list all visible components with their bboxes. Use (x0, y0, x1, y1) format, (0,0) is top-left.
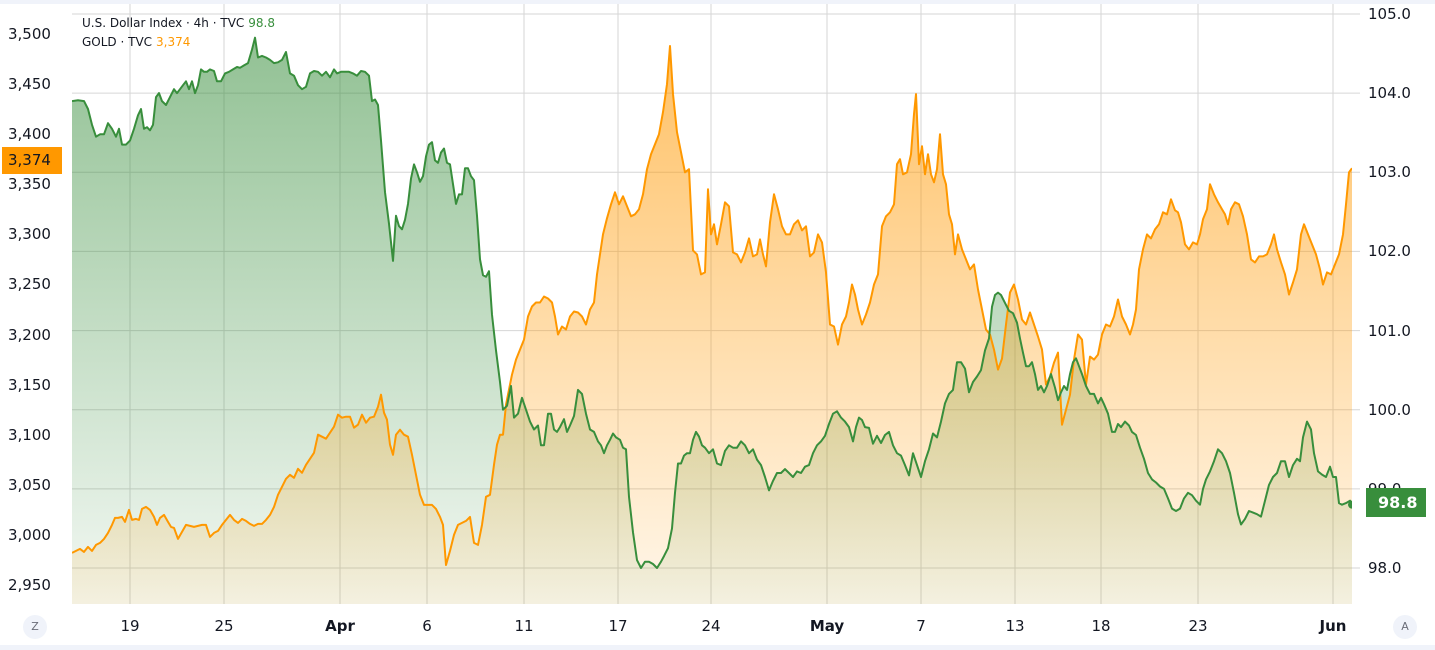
time-axis-tick-label: 11 (514, 617, 534, 635)
left-axis-tick-label: 3,050 (8, 475, 51, 494)
left-axis-tick-label: 3,350 (8, 175, 51, 194)
time-axis-tick-label: Apr (325, 617, 355, 635)
dxy-price-badge: 98.8 (1366, 488, 1426, 517)
right-axis-tick-label: 104.0 (1368, 84, 1411, 103)
legend-dxy-value: 98.8 (248, 16, 275, 30)
right-axis-tick-label: 102.0 (1368, 242, 1411, 261)
top-border (0, 0, 1435, 4)
legend-dxy[interactable]: U.S. Dollar Index · 4h · TVC 98.8 (82, 14, 275, 33)
time-axis-tick-label: Jun (1319, 617, 1347, 635)
time-axis-tick-label: 7 (916, 617, 926, 635)
time-axis-tick-label: 6 (422, 617, 432, 635)
left-axis-tick-label: 3,250 (8, 275, 51, 294)
time-axis-tick-label: 17 (608, 617, 628, 635)
right-axis-tick-label: 101.0 (1368, 321, 1411, 340)
time-axis-tick-label: May (809, 617, 845, 635)
scale-mode-left-button[interactable]: Z (23, 615, 47, 639)
bottom-border (0, 645, 1435, 650)
auto-scale-button[interactable]: A (1393, 615, 1417, 639)
left-axis-tick-label: 3,500 (8, 25, 51, 43)
gold-price-badge: 3,374 (2, 147, 62, 174)
right-axis-tick-label: 98.0 (1368, 559, 1402, 577)
left-axis-tick-label: 3,400 (8, 125, 51, 144)
legend-gold-value: 3,374 (156, 35, 191, 49)
legend-gold[interactable]: GOLD · TVC 3,374 (82, 33, 275, 52)
left-axis-tick-label: 2,950 (8, 576, 51, 594)
left-axis-tick-label: 3,450 (8, 75, 51, 94)
right-axis-tick-label: 100.0 (1368, 400, 1411, 419)
time-axis-tick-label: 13 (1005, 617, 1025, 635)
dxy-last-point (1348, 500, 1352, 509)
left-axis-tick-label: 3,200 (8, 325, 51, 344)
time-axis-tick-label: 25 (214, 617, 234, 635)
time-axis-tick-label: 23 (1188, 617, 1208, 635)
legend-dxy-name: U.S. Dollar Index · 4h · TVC (82, 16, 245, 30)
left-axis-tick-label: 3,150 (8, 375, 51, 394)
chart-legend: U.S. Dollar Index · 4h · TVC 98.8 GOLD · … (82, 14, 275, 52)
legend-gold-name: GOLD · TVC (82, 35, 153, 49)
time-axis-tick-label: 19 (120, 617, 140, 635)
right-axis-tick-label: 105.0 (1368, 5, 1411, 23)
time-axis-tick-label: 24 (701, 617, 721, 635)
gold-line (72, 45, 1352, 566)
left-axis-tick-label: 3,300 (8, 225, 51, 244)
dxy-line (72, 36, 1352, 569)
time-axis-tick-label: 18 (1091, 617, 1111, 635)
gold-area-fill (72, 46, 1352, 604)
left-axis-tick-label: 3,100 (8, 425, 51, 444)
left-axis-tick-label: 3,000 (8, 525, 51, 544)
right-axis-tick-label: 103.0 (1368, 163, 1411, 182)
